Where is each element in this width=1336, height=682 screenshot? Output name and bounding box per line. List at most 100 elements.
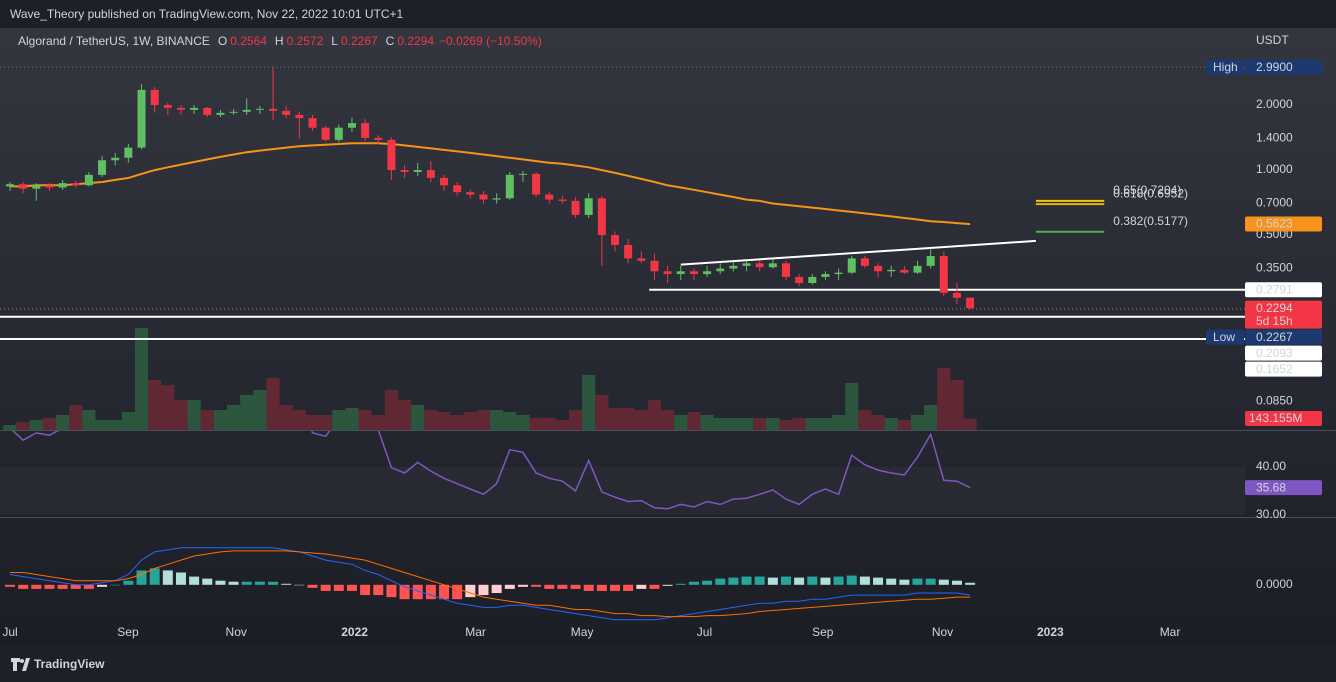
volume-bar xyxy=(621,408,635,430)
candle-body xyxy=(32,185,41,189)
macd-histogram-bar xyxy=(767,577,778,585)
candle-body xyxy=(558,199,567,201)
level-badge xyxy=(1245,361,1322,377)
ohlc-value: 0.2267 xyxy=(341,34,378,48)
volume-bar xyxy=(358,410,372,430)
x-tick-label: 2022 xyxy=(341,625,368,639)
candle-body xyxy=(163,105,172,108)
macd-histogram-bar xyxy=(268,581,279,585)
macd-histogram-bar xyxy=(820,577,831,585)
ohlc-key: H xyxy=(275,34,284,48)
candle-body xyxy=(413,170,422,172)
volume-bar xyxy=(476,410,491,430)
volume-bar xyxy=(490,410,504,430)
level-tag-label: Low xyxy=(1213,330,1235,344)
macd-histogram-bar xyxy=(846,575,857,585)
level-badge xyxy=(1245,59,1322,75)
volume-bar xyxy=(542,418,556,430)
volume-bar xyxy=(516,414,530,430)
candle-body xyxy=(597,198,606,236)
macd-histogram-bar xyxy=(386,584,397,598)
volume-bar xyxy=(266,378,280,430)
fib-label: 0.65(0.7204) xyxy=(1113,183,1181,197)
level-tag-label: High xyxy=(1213,60,1238,74)
x-tick-label: Nov xyxy=(226,625,247,639)
change: −0.0269 (−10.50%) xyxy=(439,34,542,48)
rsi-tick-label: 40.00 xyxy=(1256,459,1286,473)
rsi-band xyxy=(0,467,1245,515)
macd-histogram-bar xyxy=(294,584,305,586)
macd-histogram-bar xyxy=(373,584,384,596)
volume-bar xyxy=(805,418,819,430)
volume-bar xyxy=(700,414,714,430)
level-badge xyxy=(1245,282,1322,298)
x-tick-label: Nov xyxy=(932,625,953,639)
macd-histogram-bar xyxy=(175,572,186,585)
volume-bar xyxy=(897,420,911,430)
candle-body xyxy=(742,263,751,266)
macd-histogram-bar xyxy=(31,584,42,589)
volume-bar xyxy=(884,418,898,430)
y-tick-label: 2.0000 xyxy=(1256,97,1293,111)
volume-bar xyxy=(779,420,793,430)
candle-body xyxy=(229,111,238,113)
candle-body xyxy=(308,118,317,128)
volume-bar xyxy=(674,414,688,430)
candle-body xyxy=(729,265,738,269)
candle-body xyxy=(466,192,475,195)
candle-body xyxy=(532,173,541,195)
macd-histogram-bar xyxy=(412,584,423,600)
volume-bar xyxy=(424,410,438,430)
macd-histogram-bar xyxy=(97,584,108,587)
candle-body xyxy=(58,183,67,188)
volume-bar xyxy=(450,414,464,430)
candle-body xyxy=(387,139,396,171)
volume-bar xyxy=(818,418,833,430)
macd-histogram-bar xyxy=(741,576,752,585)
candle-body xyxy=(19,184,28,189)
volume-bar xyxy=(200,410,214,430)
volume-bar xyxy=(634,410,648,430)
volume-bar xyxy=(279,405,293,430)
rsi-layer xyxy=(0,431,1245,515)
macd-histogram-bar xyxy=(517,584,528,587)
currency: USDT xyxy=(1256,33,1289,47)
candle-body xyxy=(190,107,199,110)
volume-bar xyxy=(240,394,254,430)
candle-body xyxy=(492,198,501,200)
volume-bar xyxy=(397,400,412,430)
macd-histogram-bar xyxy=(70,584,81,589)
countdown: 5d 15h xyxy=(1256,314,1293,328)
macd-layer xyxy=(4,547,976,621)
volume-bar xyxy=(647,400,662,430)
macd-histogram-bar xyxy=(925,578,936,585)
candle-body xyxy=(347,123,356,128)
volume-bar xyxy=(213,410,228,430)
macd-histogram-bar xyxy=(596,584,607,591)
macd-histogram-bar xyxy=(110,584,121,586)
macd-histogram-bar xyxy=(162,570,173,585)
fib-label: 0.382(0.5177) xyxy=(1113,214,1188,228)
level-badge-label: 0.2093 xyxy=(1256,346,1293,360)
candle-body xyxy=(834,272,843,275)
volume-bar xyxy=(187,400,201,430)
candle-body xyxy=(755,263,764,268)
macd-histogram-bar xyxy=(623,584,634,591)
level-badge-label: 0.2791 xyxy=(1256,282,1293,296)
chart-panel xyxy=(0,28,1336,645)
candle-body xyxy=(952,292,961,298)
candle-body xyxy=(400,170,409,172)
macd-histogram-bar xyxy=(557,584,568,589)
candle-body xyxy=(137,89,146,148)
macd-histogram-bar xyxy=(675,583,686,585)
macd-histogram-bar xyxy=(465,584,476,598)
volume-bar xyxy=(82,410,96,430)
macd-histogram-bar xyxy=(215,580,226,585)
rsi-badge-label: 35.68 xyxy=(1256,480,1286,494)
candle-body xyxy=(571,200,580,215)
candle-body xyxy=(426,170,435,178)
candle-body xyxy=(282,110,291,115)
rsi-tick-label: 30.00 xyxy=(1256,507,1286,521)
macd-histogram-bar xyxy=(44,584,55,589)
